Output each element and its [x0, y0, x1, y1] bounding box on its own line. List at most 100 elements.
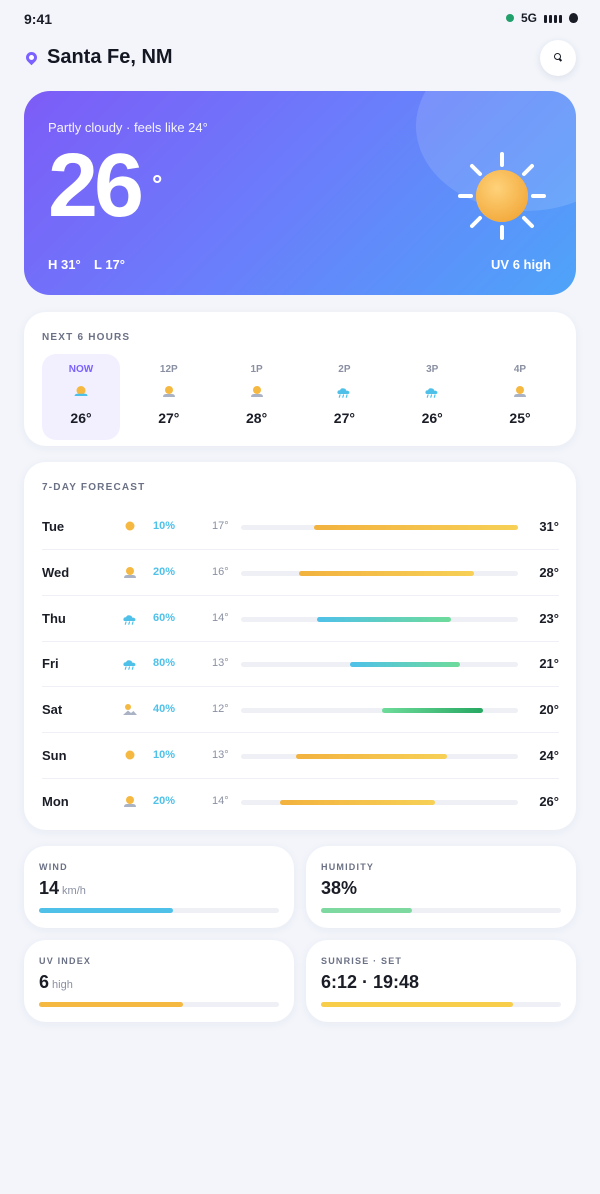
location-pin-icon [23, 49, 40, 66]
wind-label: WIND [39, 862, 68, 872]
day-name: Tue [42, 519, 65, 534]
day-low: 13° [212, 657, 229, 670]
day-row[interactable]: Mon 20% 14° 26° [42, 779, 559, 825]
current-condition: Partly cloudy · feels like 24° [48, 120, 208, 135]
partly-sunny-icon [514, 386, 526, 397]
temp-range-track [241, 616, 518, 622]
temp-range-track [241, 662, 518, 668]
rain-icon [425, 388, 438, 398]
day-name: Sun [42, 748, 67, 763]
temp-range-track [241, 799, 518, 805]
humidity-card[interactable]: HUMIDITY 38% [306, 846, 576, 928]
temp-range-track [241, 754, 518, 759]
uv-index-label: UV INDEX [39, 956, 92, 966]
degree-symbol: ° [152, 169, 163, 199]
humidity-label: HUMIDITY [321, 862, 375, 872]
rain-icon [123, 614, 136, 625]
precip-chance: 60% [153, 611, 176, 624]
day-row[interactable]: Sat 40% 12° 20° [42, 687, 559, 734]
current-conditions-card: Partly cloudy · feels like 24° 26 ° H 31… [24, 91, 576, 295]
partly-sunny-icon [250, 386, 263, 397]
day-name: Sat [42, 702, 63, 718]
uv-index-unit: high [52, 979, 73, 991]
hour-label: 2P [338, 364, 351, 375]
temp-range-fill [350, 662, 460, 668]
precip-chance: 20% [153, 794, 176, 807]
hour-temp: 26° [421, 410, 443, 426]
partly-sunny-icon [124, 566, 136, 578]
day-high: 23° [539, 610, 559, 626]
hour-temp: 25° [509, 410, 531, 426]
temp-range-fill [296, 754, 447, 759]
current-low: L 17° [94, 257, 125, 272]
wind-bar-fill [39, 908, 174, 913]
partly-cloudy-icon [74, 386, 88, 396]
temp-range-fill [382, 708, 483, 714]
day-high: 26° [539, 793, 559, 809]
search-button[interactable] [540, 40, 576, 76]
hour-item[interactable]: 1P 28° [218, 354, 296, 440]
precip-chance: 20% [153, 565, 176, 578]
day-name: Fri [42, 656, 59, 672]
day-row[interactable]: Wed 20% 16° 28° [42, 550, 559, 596]
temp-range-track [241, 708, 518, 714]
hour-item[interactable]: 12P 27° [130, 354, 208, 440]
hour-item[interactable]: NOW 26° [42, 354, 120, 440]
precip-chance: 10% [153, 749, 176, 761]
hour-label: 3P [426, 364, 439, 375]
day-name: Thu [42, 610, 66, 626]
battery-icon [569, 13, 578, 23]
current-uv: UV 6 high [491, 257, 551, 272]
hourly-forecast-card: NEXT 6 HOURS NOW 26° 12P 27° 1P 28° 2P 27° 3P 26°… [24, 312, 576, 446]
hour-item[interactable]: 4P 25° [481, 354, 559, 440]
daily-forecast-card: 7-DAY FORECAST Tue 10% 17° 31° Wed 20% 16° 28° T… [24, 462, 576, 830]
search-icon [554, 53, 561, 60]
day-row[interactable]: Tue 10% 17° 31° [42, 504, 559, 550]
uv-index-card[interactable]: UV INDEX 6 high [24, 940, 294, 1022]
wind-card[interactable]: WIND 14 km/h [24, 846, 294, 928]
day-row[interactable]: Sun 10% 13° 24° [42, 733, 559, 779]
daylight-bar-fill [321, 1002, 513, 1007]
location-title[interactable]: Santa Fe, NM [47, 46, 173, 68]
uv-index-bar [39, 1002, 279, 1007]
status-time: 9:41 [24, 11, 53, 27]
sunrise-sunset-label: SUNRISE · SET [321, 956, 403, 966]
signal-icon [544, 13, 562, 23]
day-low: 12° [212, 703, 229, 716]
daily-title: 7-DAY FORECAST [42, 482, 146, 493]
wind-value: 14 km/h [39, 878, 86, 898]
day-high: 31° [539, 519, 559, 534]
day-low: 16° [212, 565, 229, 578]
status-indicators: 5G [505, 11, 578, 25]
partly-sunny-icon [162, 386, 175, 397]
current-high: H 31° [48, 257, 81, 272]
status-bar: 9:41 5G [0, 0, 600, 38]
sunrise-sunset-card[interactable]: SUNRISE · SET 6:12 · 19:48 [306, 940, 576, 1022]
day-high: 24° [539, 748, 559, 763]
precip-chance: 10% [153, 520, 176, 532]
temp-range-fill [313, 525, 518, 530]
header: Santa Fe, NM [23, 40, 576, 76]
hour-temp: 27° [158, 410, 180, 426]
day-row[interactable]: Thu 60% 14° 23° [42, 596, 559, 642]
hour-item[interactable]: 3P 26° [393, 354, 471, 440]
hour-label: 1P [250, 364, 263, 375]
humidity-bar-fill [321, 908, 413, 913]
rain-icon [123, 660, 136, 671]
sun-mountain-icon [123, 704, 137, 716]
humidity-value: 38% [321, 878, 358, 898]
precip-chance: 40% [153, 703, 176, 716]
day-row[interactable]: Fri 80% 13° 21° [42, 641, 559, 688]
day-name: Wed [42, 564, 70, 580]
network-label: 5G [520, 11, 537, 25]
hour-temp: 26° [70, 410, 92, 426]
sun-icon [458, 152, 546, 240]
hour-temp: 27° [333, 410, 355, 426]
wind-bar [39, 908, 279, 913]
hour-temp: 28° [246, 410, 268, 426]
sunrise-sunset-value: 6:12 · 19:48 [321, 972, 420, 992]
hour-item[interactable]: 2P 27° [305, 354, 383, 440]
temp-range-fill [316, 616, 451, 622]
uv-index-bar-fill [39, 1002, 183, 1007]
temp-range-track [241, 570, 518, 576]
